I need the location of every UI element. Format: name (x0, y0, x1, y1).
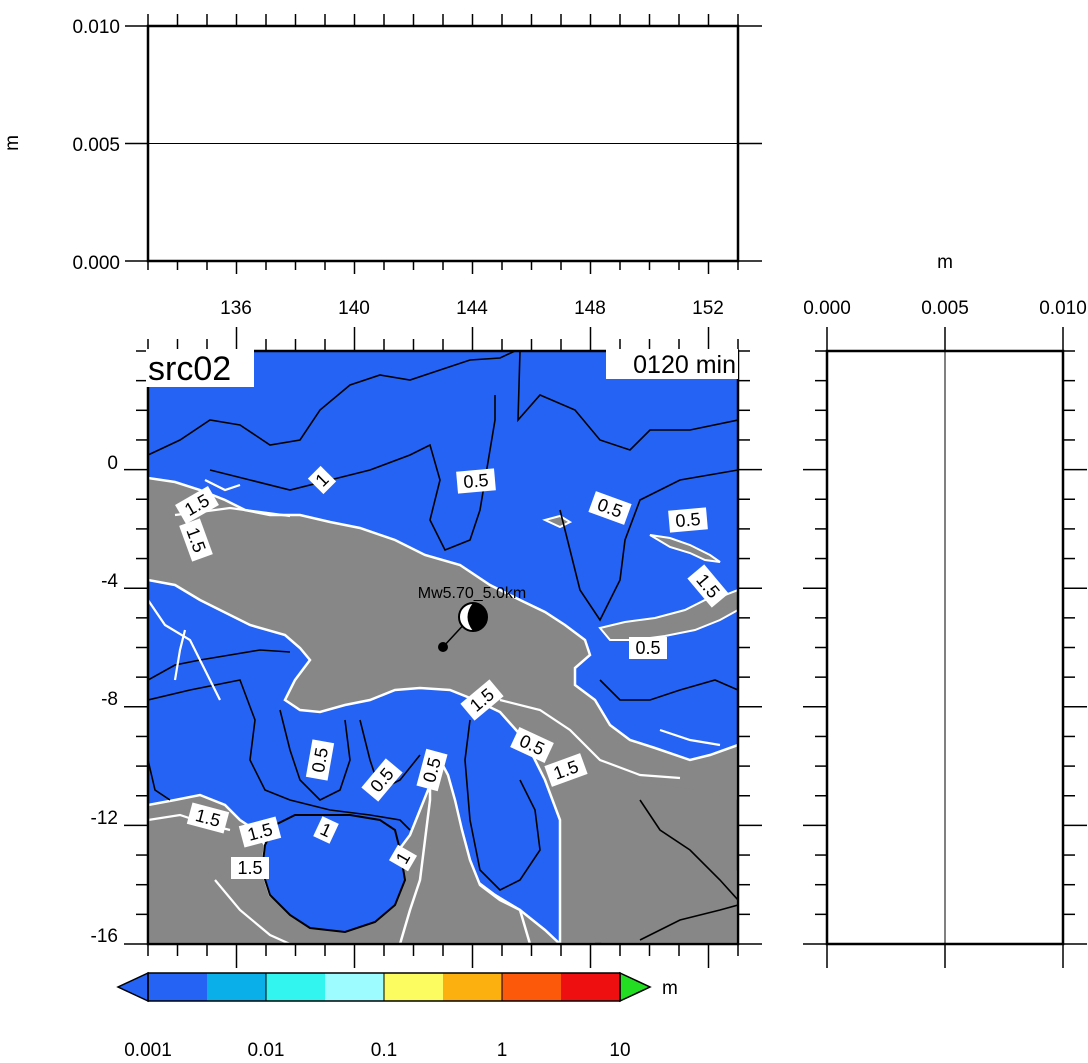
top-y-tick-label: 0.010 (72, 17, 120, 38)
top-x-tick-label: 136 (220, 298, 252, 319)
right-profile-panel: m 0.000 0.005 0.010 (803, 252, 1087, 968)
map-y-tick-label: -16 (91, 926, 118, 947)
contour-label-bg (179, 518, 213, 562)
map-time-box (606, 349, 738, 379)
contour-label-bg (456, 468, 496, 494)
map-y-tick-label: -12 (91, 808, 118, 829)
contour-label: 0.5 (456, 468, 496, 494)
map-title-box (146, 349, 254, 387)
top-x-ticks (147, 14, 739, 274)
top-x-tick-label: 152 (692, 298, 724, 319)
contour-label-bg (687, 564, 729, 608)
colorbar-segment (502, 973, 562, 1001)
contour-label-bg (238, 816, 282, 848)
colorbar-unit: m (662, 978, 678, 999)
contour-label: 1.5 (186, 802, 230, 834)
contour-label-bg (460, 679, 504, 721)
contour-label-bg (668, 507, 708, 533)
contour-label: 1.5 (231, 857, 269, 879)
colorbar-segment (384, 973, 444, 1001)
contour-label-text: 0.5 (675, 509, 702, 531)
contour-label-bg (588, 491, 632, 525)
land-coral-shelf (580, 782, 738, 944)
contour-label-bg (307, 465, 337, 495)
contour-label-bg (305, 739, 335, 781)
right-x-tick-label: 0.005 (921, 298, 969, 319)
contour-label-bg (175, 485, 219, 525)
colorbar-frame (147, 972, 621, 1002)
colorbar-segment (443, 973, 503, 1001)
colorbar: m 0.001 0.01 0.1 1 10 (116, 971, 678, 1061)
top-x-tick-label: 144 (456, 298, 488, 319)
map-y-tick-label: 0 (107, 453, 118, 474)
map-y-tick-label: -8 (101, 689, 118, 710)
top-y-tick-label: 0.005 (72, 135, 120, 156)
source-mechanism: Mw5.70_5.0km (418, 585, 527, 652)
map-time: 0120 min (633, 351, 736, 379)
contour-label: 0.5 (416, 748, 448, 792)
colorbar-segments (148, 973, 621, 1001)
top-x-tick-label: 140 (338, 298, 370, 319)
contour-label: 1.5 (238, 816, 282, 848)
land-island (649, 534, 721, 563)
colorbar-segment (207, 973, 267, 1001)
contour-label-bg (361, 758, 403, 802)
contour-label: 0.5 (668, 507, 708, 533)
colorbar-tick-label: 1 (497, 1040, 508, 1061)
top-y-tick-label: 0.000 (72, 253, 120, 274)
right-ticks (803, 327, 1087, 968)
epicenter-marker (438, 642, 448, 652)
land-cape-york (398, 757, 532, 944)
contour-label: 1 (388, 844, 418, 872)
colorbar-tick-label: 0.1 (371, 1040, 397, 1061)
contour-label: 1 (307, 465, 337, 495)
contour-label-bg (510, 727, 554, 763)
map-title: src02 (148, 350, 231, 388)
right-x-tick-label: 0.000 (803, 298, 851, 319)
map-y-tick-label: -4 (101, 571, 118, 592)
beachball-quadrant (467, 603, 487, 631)
contour-label-bg (629, 637, 667, 659)
colorbar-tick-label: 0.001 (124, 1040, 172, 1061)
contour-label-bg (388, 844, 418, 872)
contour-label: 0.5 (629, 637, 667, 659)
black-contours (148, 351, 738, 941)
contour-label: 0.5 (305, 739, 335, 781)
contour-label-text: 0.5 (308, 746, 332, 774)
top-y-axis-label: m (2, 135, 23, 151)
contour-label-text: 0.5 (635, 638, 660, 658)
colorbar-segment (266, 973, 326, 1001)
contour-label: 1 (313, 816, 339, 844)
colorbar-tick-label: 10 (609, 1040, 630, 1061)
top-y-ticks (125, 25, 762, 262)
colorbar-segment (148, 973, 208, 1001)
colorbar-tick-label: 0.01 (248, 1040, 285, 1061)
contour-label-text: 0.5 (463, 470, 490, 492)
colorbar-segment (325, 973, 385, 1001)
contour-label-bg (186, 802, 230, 834)
contour-label-bg (313, 816, 339, 844)
contour-label-bg (231, 857, 269, 879)
top-profile-panel: m 0.010 0.005 0.000 136 140 144 148 152 (2, 14, 762, 319)
colorbar-segment (561, 973, 621, 1001)
colorbar-under-arrow (116, 971, 149, 1003)
source-label: Mw5.70_5.0km (418, 585, 527, 602)
map-panel: 0 -4 -8 -12 -16 src02 0120 min Mw5.70_5.… (91, 327, 762, 968)
right-x-tick-label: 0.010 (1039, 298, 1087, 319)
contour-label-bg (416, 748, 448, 792)
contour-label-text: 1.5 (237, 858, 262, 878)
right-x-axis-label: m (937, 252, 953, 273)
map-ticks (124, 327, 762, 968)
top-x-tick-label: 148 (574, 298, 606, 319)
colorbar-over-arrow (619, 971, 652, 1003)
contour-label-bg (544, 753, 588, 787)
